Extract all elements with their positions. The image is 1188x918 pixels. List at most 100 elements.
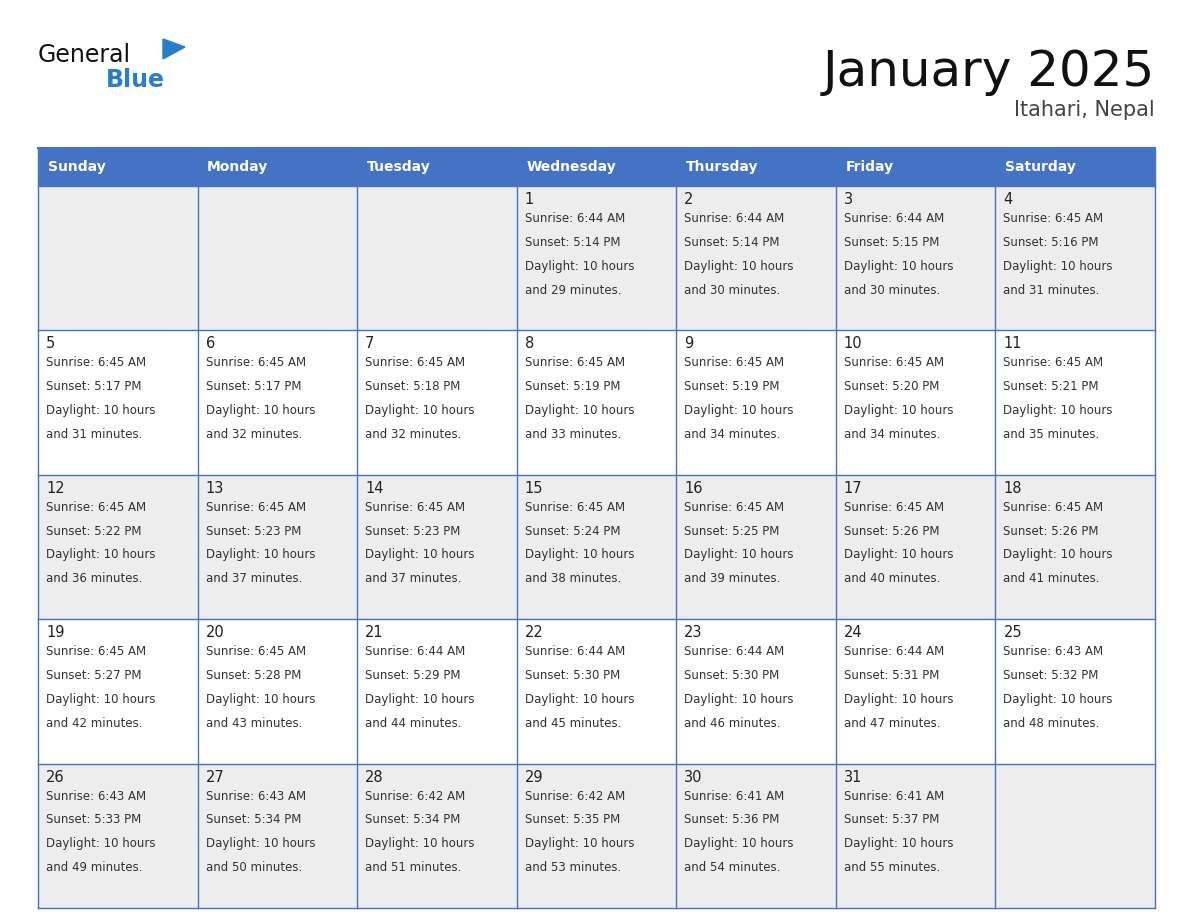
Text: 30: 30 [684,769,703,785]
Text: Sunrise: 6:44 AM: Sunrise: 6:44 AM [684,645,784,658]
Bar [996,620,1155,764]
Bar [517,764,676,908]
Bar [836,475,996,620]
Text: Sunrise: 6:44 AM: Sunrise: 6:44 AM [365,645,466,658]
Bar [836,330,996,475]
Bar [517,475,676,620]
Text: Sunrise: 6:45 AM: Sunrise: 6:45 AM [684,501,784,514]
Text: Daylight: 10 hours: Daylight: 10 hours [843,837,953,850]
Bar [358,475,517,620]
Text: Sunset: 5:19 PM: Sunset: 5:19 PM [525,380,620,393]
Text: Daylight: 10 hours: Daylight: 10 hours [206,693,315,706]
Text: Sunrise: 6:41 AM: Sunrise: 6:41 AM [684,789,784,802]
Text: Blue: Blue [106,68,165,92]
Text: Sunset: 5:30 PM: Sunset: 5:30 PM [525,669,620,682]
Text: Sunrise: 6:44 AM: Sunrise: 6:44 AM [525,645,625,658]
Text: and 36 minutes.: and 36 minutes. [46,572,143,586]
Text: 4: 4 [1004,192,1012,207]
Text: Monday: Monday [207,160,268,174]
Text: General: General [38,43,131,67]
Text: and 55 minutes.: and 55 minutes. [843,861,940,874]
Bar [517,620,676,764]
Text: Sunset: 5:35 PM: Sunset: 5:35 PM [525,813,620,826]
Bar [676,764,836,908]
Text: Sunrise: 6:43 AM: Sunrise: 6:43 AM [1004,645,1104,658]
Text: Sunrise: 6:43 AM: Sunrise: 6:43 AM [206,789,305,802]
Text: and 50 minutes.: and 50 minutes. [206,861,302,874]
Text: Daylight: 10 hours: Daylight: 10 hours [525,548,634,562]
Text: 20: 20 [206,625,225,640]
Text: and 32 minutes.: and 32 minutes. [206,428,302,441]
Text: Daylight: 10 hours: Daylight: 10 hours [1004,404,1113,417]
Bar [676,148,836,186]
Text: Sunset: 5:32 PM: Sunset: 5:32 PM [1004,669,1099,682]
Bar [836,764,996,908]
Text: Sunset: 5:30 PM: Sunset: 5:30 PM [684,669,779,682]
Text: Daylight: 10 hours: Daylight: 10 hours [46,693,156,706]
Text: and 43 minutes.: and 43 minutes. [206,717,302,730]
Text: Sunset: 5:23 PM: Sunset: 5:23 PM [206,524,301,538]
Text: Sunset: 5:17 PM: Sunset: 5:17 PM [46,380,141,393]
Text: Sunset: 5:36 PM: Sunset: 5:36 PM [684,813,779,826]
Text: and 42 minutes.: and 42 minutes. [46,717,143,730]
Bar [676,475,836,620]
Text: Sunrise: 6:41 AM: Sunrise: 6:41 AM [843,789,944,802]
Text: Sunrise: 6:45 AM: Sunrise: 6:45 AM [206,501,305,514]
Text: 17: 17 [843,481,862,496]
Bar [676,186,836,330]
Bar [517,148,676,186]
Text: 6: 6 [206,336,215,352]
Text: Daylight: 10 hours: Daylight: 10 hours [1004,693,1113,706]
Text: Sunrise: 6:44 AM: Sunrise: 6:44 AM [525,212,625,225]
Text: Sunset: 5:14 PM: Sunset: 5:14 PM [684,236,779,249]
Text: 7: 7 [365,336,374,352]
Text: Daylight: 10 hours: Daylight: 10 hours [525,260,634,273]
Text: Sunrise: 6:42 AM: Sunrise: 6:42 AM [525,789,625,802]
Text: Daylight: 10 hours: Daylight: 10 hours [525,404,634,417]
Text: Daylight: 10 hours: Daylight: 10 hours [843,693,953,706]
Text: 21: 21 [365,625,384,640]
Text: Daylight: 10 hours: Daylight: 10 hours [46,404,156,417]
Text: 23: 23 [684,625,703,640]
Bar [676,620,836,764]
Text: Daylight: 10 hours: Daylight: 10 hours [684,548,794,562]
Text: and 34 minutes.: and 34 minutes. [684,428,781,441]
Text: Sunset: 5:37 PM: Sunset: 5:37 PM [843,813,940,826]
Text: and 46 minutes.: and 46 minutes. [684,717,781,730]
Text: 18: 18 [1004,481,1022,496]
Text: 8: 8 [525,336,533,352]
Text: 31: 31 [843,769,862,785]
Text: and 29 minutes.: and 29 minutes. [525,284,621,297]
Text: Sunrise: 6:45 AM: Sunrise: 6:45 AM [525,501,625,514]
Text: Sunrise: 6:45 AM: Sunrise: 6:45 AM [206,645,305,658]
Text: 2: 2 [684,192,694,207]
Text: Sunrise: 6:43 AM: Sunrise: 6:43 AM [46,789,146,802]
Text: Sunrise: 6:45 AM: Sunrise: 6:45 AM [1004,356,1104,369]
Text: and 38 minutes.: and 38 minutes. [525,572,621,586]
Bar [996,148,1155,186]
Text: Daylight: 10 hours: Daylight: 10 hours [843,548,953,562]
Text: Sunset: 5:27 PM: Sunset: 5:27 PM [46,669,141,682]
Bar [358,148,517,186]
Text: Daylight: 10 hours: Daylight: 10 hours [46,548,156,562]
Text: and 53 minutes.: and 53 minutes. [525,861,621,874]
Text: Sunset: 5:24 PM: Sunset: 5:24 PM [525,524,620,538]
Bar [38,330,197,475]
Text: Sunset: 5:25 PM: Sunset: 5:25 PM [684,524,779,538]
Text: and 51 minutes.: and 51 minutes. [365,861,461,874]
Text: 26: 26 [46,769,64,785]
Text: Sunrise: 6:45 AM: Sunrise: 6:45 AM [525,356,625,369]
Text: and 40 minutes.: and 40 minutes. [843,572,940,586]
Text: Sunset: 5:26 PM: Sunset: 5:26 PM [1004,524,1099,538]
Text: Sunset: 5:23 PM: Sunset: 5:23 PM [365,524,461,538]
Text: Daylight: 10 hours: Daylight: 10 hours [365,404,475,417]
Bar [517,186,676,330]
Bar [358,764,517,908]
Text: Daylight: 10 hours: Daylight: 10 hours [525,837,634,850]
Polygon shape [163,39,185,59]
Text: Wednesday: Wednesday [526,160,617,174]
Text: and 32 minutes.: and 32 minutes. [365,428,461,441]
Text: and 33 minutes.: and 33 minutes. [525,428,621,441]
Text: Daylight: 10 hours: Daylight: 10 hours [365,548,475,562]
Bar [996,330,1155,475]
